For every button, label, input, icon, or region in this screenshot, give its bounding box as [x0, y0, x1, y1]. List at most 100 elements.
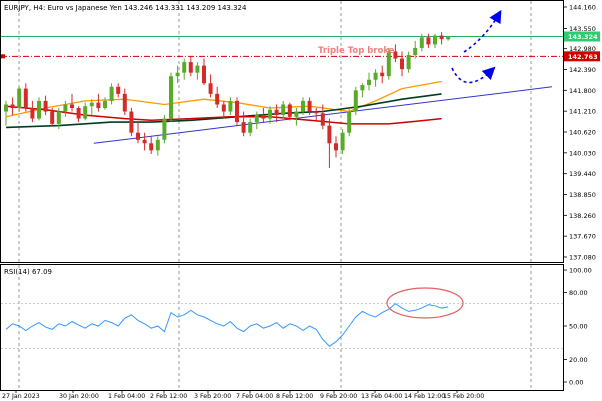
- rsi-y-tick-label: 100.00: [569, 267, 592, 275]
- y-tick-label: 143.550: [569, 25, 596, 33]
- candle-body: [122, 93, 127, 112]
- y-tick-label: 140.620: [569, 129, 596, 137]
- candle-body: [182, 62, 187, 73]
- candle-body: [188, 62, 193, 73]
- level-price-tag-bg: [564, 51, 600, 62]
- candle-body: [413, 47, 418, 56]
- candle-body: [70, 104, 74, 108]
- rsi-title: RSI(14) 67.09: [4, 268, 52, 276]
- candle-body: [386, 51, 391, 77]
- candle-body: [373, 72, 378, 80]
- y-tick-label: 144.160: [569, 4, 596, 12]
- candle-body: [268, 109, 272, 119]
- candle-body: [248, 122, 253, 133]
- candle-body: [314, 111, 319, 114]
- candle-body: [340, 132, 345, 151]
- candle-body: [149, 143, 154, 151]
- candle-body: [287, 104, 292, 117]
- x-tick-label: 1 Feb 04:00: [108, 393, 145, 400]
- y-tick-label: 137.670: [569, 233, 596, 241]
- current-price-tag: 143.324: [568, 33, 598, 41]
- candle-body: [221, 104, 226, 112]
- candle-body: [228, 100, 233, 112]
- candle-body: [446, 36, 451, 40]
- rsi-y-tick-label: 20.00: [569, 356, 588, 364]
- price-panel[interactable]: Triple Top broke: [1, 9, 563, 169]
- x-tick-label: 7 Feb 04:00: [236, 393, 273, 400]
- candle-body: [83, 106, 88, 119]
- candle-body: [261, 115, 266, 119]
- candle-body: [116, 86, 121, 94]
- x-tick-label: 14 Feb 12:00: [404, 393, 445, 400]
- rsi-panel[interactable]: [1, 287, 563, 349]
- candle-body: [320, 113, 325, 126]
- candle-body: [76, 107, 81, 119]
- candle-body: [367, 79, 371, 86]
- x-tick-label: 8 Feb 12:00: [276, 393, 313, 400]
- rsi-highlight-ellipse: [386, 287, 464, 319]
- rsi-y-tick-label: 80.00: [569, 289, 588, 297]
- candle-body: [360, 85, 365, 91]
- candle-body: [202, 65, 206, 84]
- candle-body: [142, 139, 147, 144]
- candle-body: [23, 88, 28, 108]
- symbol-caption: EURJPY, H4: Euro vs Japanese Yen 143.246…: [4, 4, 247, 12]
- y-tick-label: 140.030: [569, 149, 596, 157]
- candle-body: [406, 55, 411, 70]
- candle-body: [89, 102, 94, 107]
- candle-body: [136, 132, 140, 140]
- candle-body: [195, 65, 200, 73]
- price-panel-frame: [0, 0, 564, 263]
- candle-body: [439, 35, 444, 40]
- candle-body: [307, 100, 312, 112]
- candle-body: [10, 104, 15, 108]
- x-tick-label: 13 Feb 04:00: [361, 393, 402, 400]
- candle-body: [254, 115, 259, 123]
- candle-body: [4, 104, 8, 112]
- candle-body: [426, 37, 431, 45]
- axes: 144.160 143.550 142.980 142.390 141.800 141.2…: [2, 4, 600, 400]
- candle-body: [274, 109, 279, 116]
- candle-body: [380, 72, 385, 77]
- current-price-tag-bg: [564, 31, 600, 42]
- candle-body: [235, 100, 239, 123]
- candle-body: [175, 72, 180, 77]
- candle-body: [281, 104, 286, 116]
- candle-body: [37, 100, 41, 119]
- candle-body: [50, 111, 55, 124]
- candle-body: [155, 139, 160, 151]
- candle-body: [301, 100, 305, 112]
- candle-body: [419, 37, 424, 48]
- x-tick-label: 2 Feb 12:00: [150, 393, 187, 400]
- y-tick-label: 139.440: [569, 170, 596, 178]
- candle-body: [334, 143, 338, 151]
- candle-body: [433, 35, 437, 45]
- candle-body: [17, 88, 22, 108]
- candle-body: [109, 86, 114, 101]
- candle-body: [215, 93, 220, 105]
- rsi-y-tick-label: 0.00: [569, 379, 583, 387]
- x-tick-label: 3 Feb 20:00: [194, 393, 231, 400]
- rsi-line: [5, 302, 449, 347]
- candle-body: [56, 111, 61, 124]
- candle-body: [353, 90, 358, 112]
- rsi-y-tick-label: 50.00: [569, 323, 588, 331]
- candle-body: [393, 51, 398, 59]
- candle-body: [294, 111, 299, 117]
- y-tick-label: 142.980: [569, 45, 596, 53]
- candle-body: [241, 122, 246, 133]
- x-tick-label: 27 Jan 2023: [2, 393, 40, 400]
- bounce-arrow-icon: [451, 66, 496, 84]
- up-arrow-icon: [463, 9, 502, 53]
- y-tick-label: 141.800: [569, 87, 596, 95]
- level-marker-icon: [1, 54, 5, 59]
- y-tick-label: 142.390: [569, 66, 596, 74]
- candle-body: [63, 104, 68, 112]
- candle-body: [208, 83, 213, 94]
- candle-body: [129, 111, 134, 133]
- time-grid: [18, 1, 532, 390]
- x-tick-label: 30 Jan 20:00: [59, 393, 99, 400]
- x-tick-label: 15 Feb 20:00: [443, 393, 484, 400]
- candle-body: [162, 118, 167, 140]
